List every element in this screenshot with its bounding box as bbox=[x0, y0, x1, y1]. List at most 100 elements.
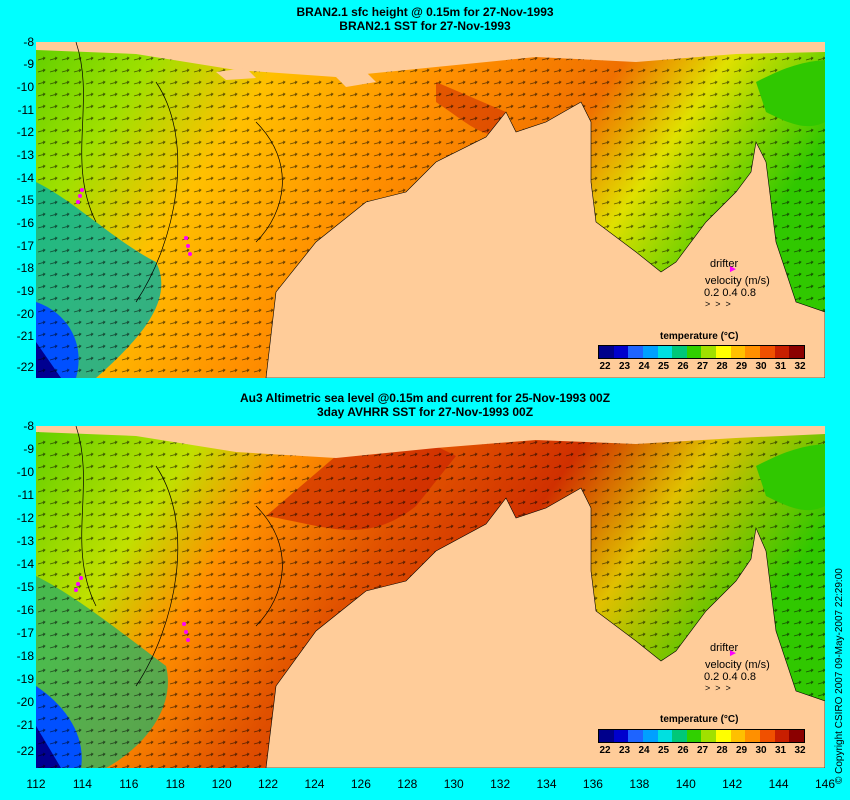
colorbar-swatch bbox=[628, 346, 643, 358]
p1-ytick-13: -21 bbox=[16, 329, 34, 343]
p2-ytick-8: -16 bbox=[16, 603, 34, 617]
x-tick-label: 128 bbox=[397, 777, 418, 791]
p2-ytick-10: -18 bbox=[16, 649, 34, 663]
colorbar-swatch bbox=[672, 346, 687, 358]
colorbar-label: 25 bbox=[657, 361, 670, 372]
p2-velocity-scale: 0.2 0.4 0.8 bbox=[704, 671, 756, 683]
colorbar-swatch bbox=[686, 346, 702, 358]
colorbar-swatch bbox=[672, 730, 687, 742]
colorbar-swatch bbox=[774, 730, 790, 742]
colorbar-swatch bbox=[628, 730, 643, 742]
panel2-title-line2: 3day AVHRR SST for 27-Nov-1993 00Z bbox=[316, 405, 534, 419]
colorbar-swatch bbox=[730, 730, 746, 742]
colorbar-swatch bbox=[701, 730, 717, 742]
panel2-title-line1: Au3 Altimetric sea level @0.15m and curr… bbox=[239, 391, 611, 405]
p1-drifter-marker: ► bbox=[728, 264, 738, 275]
colorbar-label: 25 bbox=[657, 745, 670, 756]
panel1-title-line1: BRAN2.1 sfc height @ 0.15m for 27-Nov-19… bbox=[296, 5, 554, 19]
p1-ytick-14: -22 bbox=[16, 360, 34, 374]
colorbar-label: 24 bbox=[638, 745, 650, 756]
copyright-notice: © Copyright CSIRO 2007 09-May-2007 22:29… bbox=[834, 568, 845, 784]
colorbar-swatch bbox=[760, 346, 775, 358]
x-tick-label: 142 bbox=[722, 777, 743, 791]
x-tick-label: 120 bbox=[211, 777, 232, 791]
colorbar-label: 26 bbox=[677, 361, 689, 372]
p2-ytick-12: -20 bbox=[16, 695, 34, 709]
colorbar-label: 22 bbox=[599, 745, 611, 756]
colorbar-label: 29 bbox=[735, 361, 748, 372]
p1-velocity-label: velocity (m/s) bbox=[705, 275, 770, 287]
colorbar-label: 27 bbox=[696, 745, 709, 756]
panel1-title-line2: BRAN2.1 SST for 27-Nov-1993 bbox=[339, 19, 511, 33]
x-tick-label: 130 bbox=[443, 777, 464, 791]
colorbar-swatch bbox=[730, 346, 746, 358]
p1-ytick-10: -18 bbox=[16, 261, 34, 275]
p1-drifter-label: drifter bbox=[710, 258, 739, 270]
p1-ytick-6: -14 bbox=[16, 171, 34, 185]
p1-ytick-7: -15 bbox=[16, 193, 34, 207]
p2-ytick-9: -17 bbox=[16, 626, 34, 640]
p2-drifter-label: drifter bbox=[710, 642, 739, 654]
p1-ytick-12: -20 bbox=[16, 307, 34, 321]
colorbar-swatch bbox=[686, 730, 702, 742]
colorbar-swatch bbox=[613, 730, 629, 742]
colorbar-swatch bbox=[789, 346, 804, 358]
p2-ytick-11: -19 bbox=[16, 672, 34, 686]
p2-ytick-7: -15 bbox=[16, 580, 34, 594]
colorbar-label: 24 bbox=[638, 361, 650, 372]
p1-colorbar bbox=[598, 345, 805, 359]
colorbar-label: 27 bbox=[696, 361, 709, 372]
p1-ytick-5: -13 bbox=[16, 148, 34, 162]
panel1-map bbox=[36, 42, 825, 378]
colorbar-label: 23 bbox=[618, 745, 631, 756]
panel1-map-svg bbox=[36, 42, 825, 378]
p2-ytick-5: -13 bbox=[16, 534, 34, 548]
colorbar-label: 26 bbox=[677, 745, 689, 756]
p2-ytick-1: -9 bbox=[23, 442, 34, 456]
colorbar-swatch bbox=[745, 346, 761, 358]
p2-ytick-14: -22 bbox=[16, 744, 34, 758]
colorbar-label: 23 bbox=[618, 361, 631, 372]
x-tick-label: 138 bbox=[629, 777, 650, 791]
x-tick-label: 124 bbox=[304, 777, 325, 791]
p1-ytick-3: -11 bbox=[17, 103, 34, 117]
colorbar-label: 28 bbox=[716, 745, 728, 756]
colorbar-swatch bbox=[599, 730, 614, 742]
p1-ytick-4: -12 bbox=[16, 125, 34, 139]
x-tick-label: 112 bbox=[26, 777, 46, 791]
colorbar-label: 32 bbox=[794, 745, 806, 756]
panel1-drifter-track-1 bbox=[76, 200, 80, 204]
colorbar-label: 22 bbox=[599, 361, 611, 372]
colorbar-swatch bbox=[789, 730, 804, 742]
colorbar-swatch bbox=[599, 346, 614, 358]
p2-colorbar-title: temperature (°C) bbox=[660, 714, 739, 725]
x-tick-label: 136 bbox=[582, 777, 603, 791]
p1-ytick-1: -9 bbox=[23, 57, 34, 71]
p2-ytick-6: -14 bbox=[16, 557, 34, 571]
colorbar-swatch bbox=[701, 346, 717, 358]
p1-ytick-0: -8 bbox=[23, 35, 34, 49]
p2-velocity-arrows: > > > bbox=[705, 683, 731, 693]
panel1-drifter-track-2 bbox=[184, 236, 188, 240]
x-tick-label: 126 bbox=[350, 777, 371, 791]
colorbar-swatch bbox=[745, 730, 761, 742]
colorbar-label: 29 bbox=[735, 745, 748, 756]
colorbar-swatch bbox=[760, 730, 775, 742]
x-tick-label: 122 bbox=[258, 777, 279, 791]
x-tick-label: 134 bbox=[536, 777, 557, 791]
p2-ytick-3: -11 bbox=[17, 488, 34, 502]
p2-ytick-0: -8 bbox=[23, 419, 34, 433]
p1-velocity-arrows: > > > bbox=[705, 299, 731, 309]
colorbar-label: 30 bbox=[755, 361, 767, 372]
colorbar-label: 31 bbox=[774, 745, 787, 756]
p2-velocity-label: velocity (m/s) bbox=[705, 659, 770, 671]
p1-colorbar-title: temperature (°C) bbox=[660, 331, 739, 342]
p2-ytick-13: -21 bbox=[16, 718, 34, 732]
p1-ytick-11: -19 bbox=[16, 284, 34, 298]
colorbar-label: 32 bbox=[794, 361, 806, 372]
panel2-map bbox=[36, 426, 825, 768]
panel2-indonesia-land bbox=[36, 426, 825, 458]
colorbar-label: 31 bbox=[774, 361, 787, 372]
p2-colorbar bbox=[598, 729, 805, 743]
panel2-map-svg bbox=[36, 426, 825, 768]
